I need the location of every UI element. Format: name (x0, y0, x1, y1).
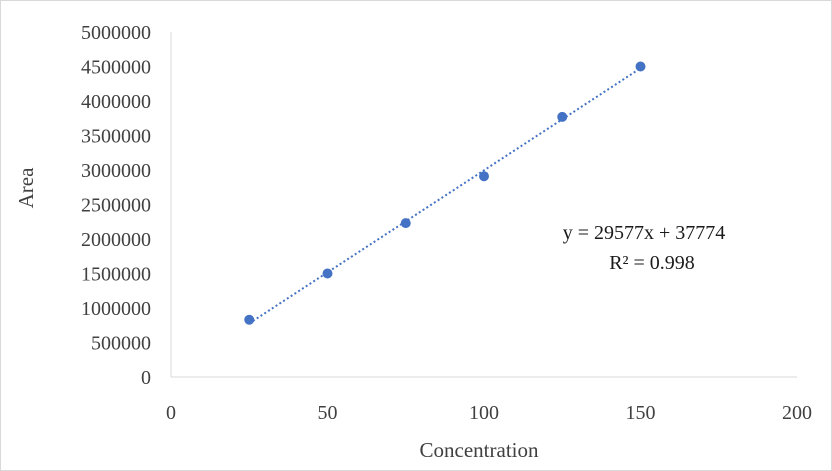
x-tick-label: 50 (318, 402, 338, 424)
data-point (635, 61, 646, 72)
data-point (400, 218, 411, 229)
y-axis-title: Area (14, 167, 38, 208)
x-tick-label: 200 (782, 402, 812, 424)
y-tick-label: 3500000 (81, 126, 151, 148)
y-tick-label: 4000000 (81, 91, 151, 113)
y-tick-label: 1000000 (81, 298, 151, 320)
y-tick-label: 2000000 (81, 229, 151, 251)
y-tick-label: 4500000 (81, 57, 151, 79)
x-tick-label: 100 (469, 402, 499, 424)
r-squared-label: R² = 0.998 (609, 252, 695, 274)
x-tick-label: 0 (166, 402, 176, 424)
trendline (248, 67, 642, 325)
y-tick-label: 1500000 (81, 264, 151, 286)
data-point (322, 268, 333, 279)
y-tick-label: 500000 (91, 333, 151, 355)
y-tick-labels: 0 500000 1000000 1500000 2000000 2500000 30000… (81, 22, 151, 389)
data-point (479, 171, 489, 182)
data-point (244, 314, 255, 325)
y-tick-label: 0 (141, 367, 151, 389)
trendline-equation: y = 29577x + 37774 (563, 222, 726, 244)
data-point (557, 111, 568, 122)
x-axis-title: Concentration (420, 438, 539, 462)
x-tick-labels: 0 50 100 150 200 (166, 402, 812, 424)
trendline-path (248, 67, 642, 325)
data-points (244, 61, 646, 325)
y-tick-label: 2500000 (81, 195, 151, 217)
y-tick-label: 3000000 (81, 160, 151, 182)
x-tick-label: 150 (626, 402, 656, 424)
y-tick-label: 5000000 (81, 22, 151, 44)
